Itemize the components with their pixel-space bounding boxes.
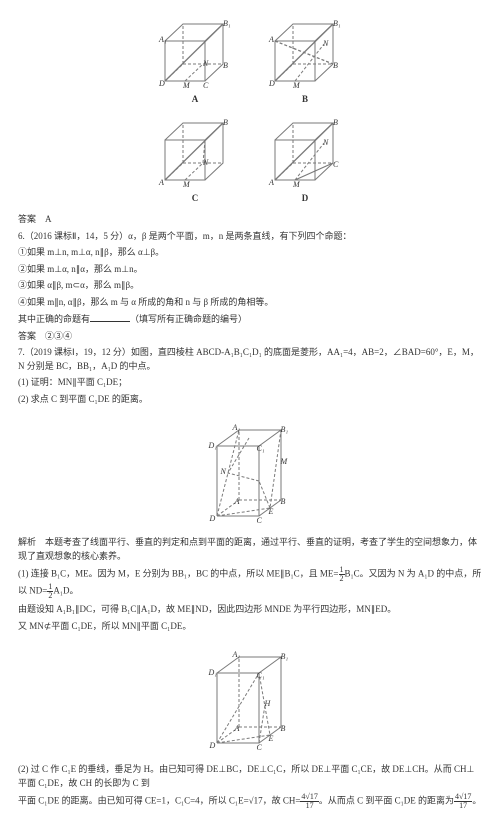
q7-figure-2: D C B A D₁ C₁ B₁ A₁ E H: [18, 643, 482, 753]
figure-row-1: D C B A₁ B₁ M N A D B A B₁ M N B: [18, 16, 482, 107]
figure-label-d: D: [265, 192, 345, 206]
q5-answer: 答案 A: [18, 213, 482, 227]
q7-p1: (1) 证明：MN∥平面 C₁DE；: [18, 376, 482, 390]
q7-p2: (2) 求点 C 到平面 C₁DE 的距离。: [18, 393, 482, 407]
cube-figure-d: A B C M N D: [265, 115, 345, 206]
q7-sol1-line1: (1) 连接 B₁C，ME。因为 M，E 分别为 BB₁，BC 的中点，所以 M…: [18, 566, 482, 600]
q6-ask: 其中正确的命题有（填写所有正确命题的编号）: [18, 312, 482, 327]
q6-opt3: ③如果 α∥β, m⊂α，那么 m∥β。: [18, 279, 482, 293]
q7-sol2-line2: 平面 C₁DE 的距离。由已知可得 CE=1，C₁C=4，所以 C₁E=√17，…: [18, 793, 482, 810]
figure-label-c: C: [155, 192, 235, 206]
q7-sol1-line3: 又 MN⊄平面 C₁DE，所以 MN∥平面 C₁DE。: [18, 620, 482, 634]
q7-sol1-line2: 由题设知 A₁B₁∥DC，可得 B₁C∥A₁D，故 ME∥ND，因此四边形 MN…: [18, 603, 482, 617]
q6-stem: 6.（2016 课标Ⅱ，14，5 分）α，β 是两个平面，m，n 是两条直线，有…: [18, 230, 482, 244]
q7-stem: 7.（2019 课标Ⅰ，19，12 分）如图，直四棱柱 ABCD-A₁B₁C₁D…: [18, 346, 482, 373]
q7-analysis: 解析 本题考查了线面平行、垂直的判定和点到平面的距离，通过平行、垂直的证明，考查…: [18, 536, 482, 563]
q6-opt1: ①如果 m⊥n, m⊥α, n∥β，那么 α⊥β。: [18, 246, 482, 260]
q6-opt2: ②如果 m⊥α, n∥α，那么 m⊥n。: [18, 263, 482, 277]
cube-figure-c: A B M N C: [155, 115, 235, 206]
figure-label-b: B: [265, 93, 345, 107]
q7-figure-1: D C B A D₁ C₁ B₁ A₁ E M N: [18, 416, 482, 526]
blank-field[interactable]: [90, 312, 130, 322]
figure-label-a: A: [155, 93, 235, 107]
figure-row-2: A B M N C A B C M N D: [18, 115, 482, 206]
q7-sol2-line1: (2) 过 C 作 C₁E 的垂线，垂足为 H。由已知可得 DE⊥BC，DE⊥C…: [18, 763, 482, 790]
q6-answer: 答案 ②③④: [18, 330, 482, 344]
cube-figure-a: D C B A₁ B₁ M N A: [155, 16, 235, 107]
q6-opt4: ④如果 m∥n, α∥β，那么 m 与 α 所成的角和 n 与 β 所成的角相等…: [18, 296, 482, 310]
cube-figure-b: D B A B₁ M N B: [265, 16, 345, 107]
